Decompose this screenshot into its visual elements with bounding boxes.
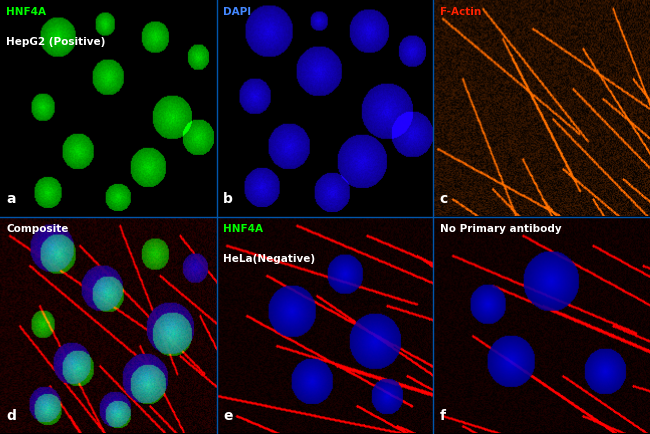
Text: Composite: Composite	[6, 224, 69, 233]
Text: e: e	[223, 409, 233, 423]
Text: HNF4A: HNF4A	[6, 7, 47, 16]
Text: f: f	[440, 409, 446, 423]
Text: c: c	[440, 192, 448, 206]
Text: HepG2 (Positive): HepG2 (Positive)	[6, 37, 106, 47]
Text: a: a	[6, 192, 16, 206]
Text: d: d	[6, 409, 16, 423]
Text: F-Actin: F-Actin	[440, 7, 481, 16]
Text: HNF4A: HNF4A	[223, 224, 263, 233]
Text: b: b	[223, 192, 233, 206]
Text: HeLa(Negative): HeLa(Negative)	[223, 254, 315, 264]
Text: DAPI: DAPI	[223, 7, 252, 16]
Text: No Primary antibody: No Primary antibody	[440, 224, 562, 233]
